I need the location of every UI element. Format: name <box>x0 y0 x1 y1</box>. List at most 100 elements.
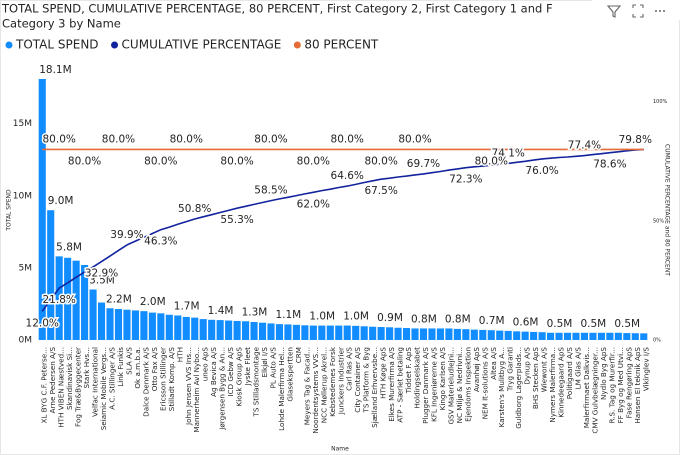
y2-tick-label: 0% <box>653 338 661 344</box>
x-tick-label: TS Platform & Byg <box>362 347 371 413</box>
bar <box>589 332 597 340</box>
data-label: 21.8% <box>43 294 76 306</box>
bar <box>640 333 648 340</box>
x-tick-label: Elkes Murerfirma A/S <box>387 347 396 422</box>
bar <box>428 328 436 340</box>
data-label: 72.3% <box>449 174 482 186</box>
x-tick-label: ICD Gebw A/S <box>226 347 235 397</box>
y-tick-label: 15M <box>13 119 32 129</box>
x-tick-label: Link Funkis <box>116 347 125 387</box>
bar <box>487 330 495 340</box>
x-tick-label: XL BYG C.F. Peterse... <box>40 347 49 424</box>
x-tick-label: Otto Fax A/S <box>150 347 159 392</box>
x-tick-label: CRM <box>294 347 303 363</box>
x-tick-label: Skandinavisk Si... <box>65 347 74 410</box>
x-tick-label: GSV Materieludlejni... <box>446 347 455 425</box>
bar <box>275 324 284 340</box>
focus-mode-icon[interactable] <box>632 4 644 18</box>
y-axis-title: TOTAL SPEND <box>6 189 13 232</box>
data-label: 1.3M <box>242 306 268 318</box>
bar <box>369 326 377 340</box>
x-tick-label: FF Byg og Med Utvi... <box>616 347 625 423</box>
x-tick-label: Nymers Malerfirma... <box>548 347 557 423</box>
x-tick-label: Carl Ras A/S <box>345 347 354 391</box>
bar <box>521 331 529 340</box>
x-tick-label: Seiamic Mobile Vergs... <box>99 347 108 430</box>
data-label: 1.0M <box>309 311 335 323</box>
bar <box>470 329 478 340</box>
x-tick-label: Guldborg Lagerplads... <box>514 347 523 429</box>
y2-tick-label: 50% <box>653 218 664 224</box>
data-label: 32.9% <box>85 268 118 280</box>
data-label: 1.1M <box>275 309 301 321</box>
bar <box>326 325 334 340</box>
data-label: 0.8M <box>445 313 471 325</box>
bar <box>47 210 55 340</box>
bar <box>352 325 360 340</box>
x-tick-label: NCC Møllerup Akrel... <box>319 347 328 423</box>
x-tick-label: Jørgensen Bygg & An... <box>218 347 227 431</box>
bar <box>377 327 385 340</box>
bar <box>208 319 216 340</box>
data-label: 5.8M <box>56 241 82 253</box>
bar <box>335 325 343 340</box>
bar <box>106 308 114 340</box>
bar <box>504 330 512 340</box>
bar <box>360 326 368 340</box>
x-tick-label: BHS Stecken ApS <box>531 347 540 410</box>
x-tick-label: Junckers Industrier <box>336 347 345 415</box>
x-tick-label: CMV Gulvbelægninger... <box>590 347 599 434</box>
bar <box>496 330 504 340</box>
bar <box>402 328 411 340</box>
x-tick-label: ATP - Særlet betaling <box>396 347 405 423</box>
data-label: 80.0% <box>364 155 397 167</box>
filter-icon[interactable] <box>606 5 622 18</box>
x-tick-label: Noordentsystems VVS... <box>311 347 320 434</box>
bar <box>547 332 555 340</box>
bar <box>267 323 275 340</box>
data-label: 58.5% <box>254 185 287 197</box>
line <box>41 148 644 312</box>
legend-label: TOTAL SPEND <box>15 38 99 52</box>
x-tick-label: PL Auto A/S <box>268 347 277 389</box>
data-label: 80.0% <box>102 133 135 145</box>
bar <box>191 317 199 340</box>
data-label: 80.0% <box>331 133 364 145</box>
legend-marker <box>293 41 301 49</box>
bar <box>72 260 80 340</box>
chart-title: TOTAL SPEND, CUMULATIVE PERCENTAGE, 80 P… <box>1 2 553 16</box>
x-tick-label: HTH <box>175 347 184 362</box>
bar <box>123 309 131 340</box>
data-label: 80.0% <box>254 133 287 145</box>
bar <box>97 302 106 340</box>
bar <box>462 329 470 340</box>
data-label: 74.1% <box>492 147 525 159</box>
data-label: 1.0M <box>343 311 369 323</box>
bar <box>614 332 622 340</box>
bar <box>623 333 631 340</box>
bar <box>165 314 173 340</box>
bar <box>292 324 300 340</box>
bar <box>419 328 428 340</box>
x-tick-label: City Container A/S <box>353 347 362 413</box>
chart-title: Category 3 by Name <box>2 17 121 31</box>
data-label: 76.0% <box>525 165 558 177</box>
bar <box>394 327 402 340</box>
data-label: 69.7% <box>407 158 440 170</box>
x-tick-label: Stark Hvs... <box>82 347 91 388</box>
data-label: 3.5M <box>89 275 115 287</box>
bar <box>182 316 190 340</box>
x-tick-label: Meyers Tag & Facad... <box>302 347 311 425</box>
more-options-icon[interactable] <box>655 10 665 12</box>
x-tick-label: Dynup A/S <box>523 347 532 385</box>
x-tick-label: Velfac International <box>91 347 100 417</box>
data-label: 55.3% <box>220 214 253 226</box>
bar <box>309 325 317 340</box>
bar <box>233 320 241 340</box>
bar <box>530 331 538 340</box>
x-tick-label: Kebstedemes Forsk <box>328 346 337 417</box>
x-tick-label: NC Miljø & Nedrivni... <box>455 347 464 423</box>
x-tick-label: Fase Rengøring ApS <box>624 347 633 419</box>
data-label: 18.1M <box>39 64 71 76</box>
